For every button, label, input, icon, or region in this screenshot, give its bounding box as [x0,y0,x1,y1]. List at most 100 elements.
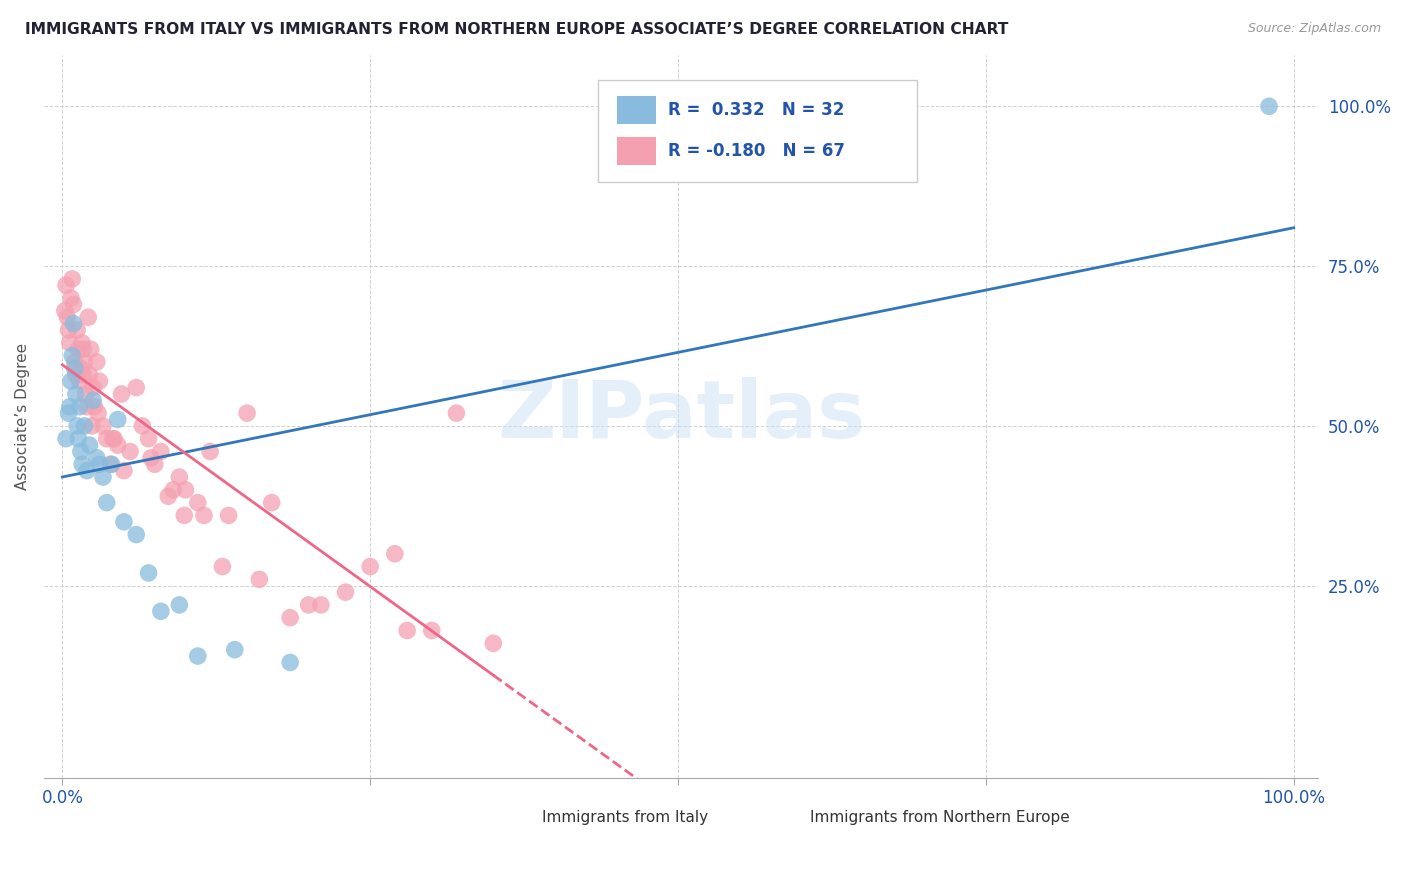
Point [73,355,96,369]
Point [131,418,153,433]
Point [101,432,124,446]
Point [335,585,357,599]
Text: IMMIGRANTS FROM ITALY VS IMMIGRANTS FROM NORTHERN EUROPE ASSOCIATE’S DEGREE CORR: IMMIGRANTS FROM ITALY VS IMMIGRANTS FROM… [25,22,1008,37]
FancyBboxPatch shape [598,80,917,182]
Text: R = -0.180   N = 67: R = -0.180 N = 67 [668,142,845,161]
FancyBboxPatch shape [763,809,800,827]
Point [87,406,110,420]
Point [96,432,118,446]
Point [56,310,79,325]
Point [125,527,148,541]
Point [112,464,135,478]
Point [55,432,77,446]
Point [65,368,87,382]
Point [298,598,321,612]
Point [60,349,83,363]
Point [236,406,259,420]
Point [62,297,84,311]
Point [110,387,132,401]
Point [260,495,283,509]
Point [169,470,191,484]
Point [396,624,419,638]
Point [224,642,246,657]
Point [446,406,468,420]
Point [91,418,114,433]
Point [125,380,148,394]
Text: Source: ZipAtlas.com: Source: ZipAtlas.com [1247,22,1381,36]
FancyBboxPatch shape [617,96,655,124]
Point [73,418,96,433]
Point [76,464,98,478]
Point [278,610,301,624]
Text: Immigrants from Northern Europe: Immigrants from Northern Europe [810,811,1070,825]
Point [278,656,301,670]
Point [86,355,108,369]
Point [66,323,89,337]
Point [59,335,82,350]
Point [79,368,101,382]
Point [76,400,98,414]
Point [139,450,162,465]
Point [59,291,82,305]
Point [309,598,332,612]
Point [70,457,93,471]
Point [143,457,166,471]
Point [218,508,240,523]
Point [59,374,82,388]
Point [198,444,221,458]
Point [211,559,233,574]
Point [72,342,94,356]
Point [82,393,104,408]
Point [1258,99,1281,113]
Point [70,335,93,350]
Point [149,444,172,458]
Point [86,450,108,465]
Point [67,342,90,356]
Point [59,400,82,414]
Point [91,470,114,484]
Point [58,323,80,337]
Point [103,432,125,446]
FancyBboxPatch shape [496,809,531,827]
Point [120,444,142,458]
Point [359,559,381,574]
Point [63,355,86,369]
Point [67,432,90,446]
Point [420,624,443,638]
Point [162,483,184,497]
Point [100,457,122,471]
FancyBboxPatch shape [617,137,655,165]
Point [187,495,209,509]
Point [53,303,76,318]
Point [482,636,505,650]
Point [149,604,172,618]
Point [77,310,100,325]
Y-axis label: Associate’s Degree: Associate’s Degree [15,343,30,490]
Point [75,387,97,401]
Point [138,432,160,446]
Point [62,317,84,331]
Text: Immigrants from Italy: Immigrants from Italy [543,811,709,825]
Point [107,412,129,426]
Point [63,361,86,376]
Point [187,648,209,663]
Point [58,406,80,420]
Point [55,278,77,293]
Point [112,515,135,529]
Point [173,508,195,523]
Point [138,566,160,580]
Point [96,495,118,509]
Point [69,444,91,458]
Point [82,380,104,394]
Point [69,400,91,414]
Point [174,483,197,497]
Point [72,368,94,382]
Text: R =  0.332   N = 32: R = 0.332 N = 32 [668,101,845,119]
Point [169,598,191,612]
Point [107,438,129,452]
Point [66,418,89,433]
Point [193,508,215,523]
Point [100,457,122,471]
Point [60,272,83,286]
Text: ZIPatlas: ZIPatlas [496,377,865,455]
